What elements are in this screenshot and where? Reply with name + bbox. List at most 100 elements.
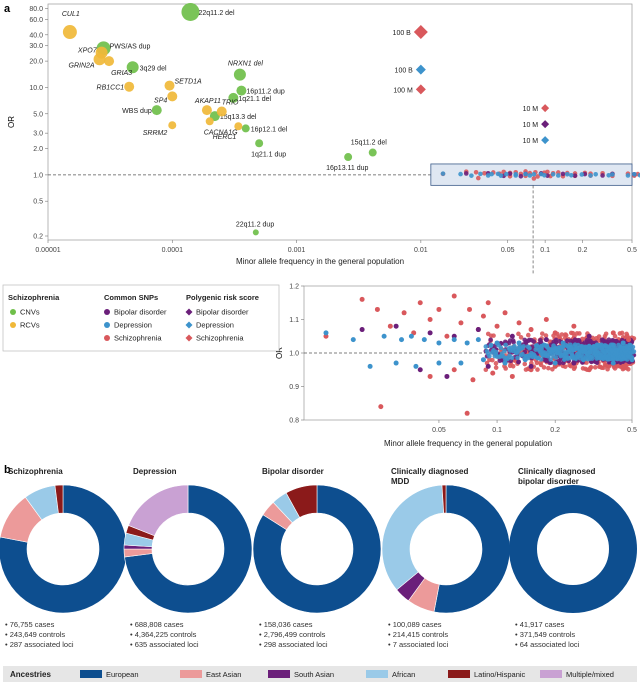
inset-snp-point xyxy=(458,360,464,366)
prs-point xyxy=(415,64,426,75)
inset-snp-point xyxy=(421,337,427,343)
common-snp-point xyxy=(482,170,487,176)
common-snp-bulk-point xyxy=(505,332,511,338)
inset-snp-point xyxy=(571,323,577,329)
plot-frame xyxy=(47,3,633,241)
y-tick-label: 10.0 xyxy=(29,85,43,92)
x-tick-label: 0.05 xyxy=(501,247,515,254)
donut-stat: • 371,549 controls xyxy=(515,630,575,639)
inset-snp-point xyxy=(413,363,419,369)
inset-snp-point xyxy=(464,410,470,416)
common-snp-point xyxy=(572,173,578,178)
cnv-point xyxy=(181,2,200,21)
common-snp-bulk-point xyxy=(538,338,543,343)
common-snp-bulk-point xyxy=(630,344,636,350)
rcv-point xyxy=(164,80,175,91)
inset-snp-point xyxy=(620,363,626,369)
rcv-point xyxy=(201,105,212,116)
common-snp-point xyxy=(542,172,547,178)
inset-snp-point xyxy=(509,373,515,379)
prs-point xyxy=(413,25,428,40)
inset-snp-point xyxy=(444,333,450,339)
common-snp-bulk-point xyxy=(559,332,565,337)
point-label: 15q13.3 del xyxy=(220,114,257,121)
inset-snp-point xyxy=(502,360,508,366)
common-snp-bulk-point xyxy=(534,360,540,366)
common-snp-point xyxy=(463,171,469,176)
common-snp-bulk-point xyxy=(625,366,631,372)
legend-group-title: Schizophrenia xyxy=(8,293,60,302)
donut-stat: • 688,808 cases xyxy=(130,620,184,629)
common-snp-point xyxy=(610,172,615,177)
common-snp-bulk-point xyxy=(553,337,559,343)
x-axis-title: Minor allele frequency in the general po… xyxy=(236,257,404,266)
common-snp-bulk-point xyxy=(510,364,516,369)
inset-snp-point xyxy=(485,300,491,306)
inset-snp-point xyxy=(494,323,500,329)
inset-snp-point xyxy=(417,300,423,306)
prs-point xyxy=(541,104,550,113)
common-snp-point xyxy=(440,171,446,176)
common-snp-bulk-point xyxy=(543,333,549,338)
common-snp-bulk-point xyxy=(606,337,612,343)
common-snp-bulk-point xyxy=(487,353,492,359)
legend-item-label: RCVs xyxy=(20,321,40,330)
common-snp-point xyxy=(458,171,463,177)
inset-snp-point xyxy=(427,330,433,336)
y-tick-label: 0.5 xyxy=(33,199,43,206)
point-label: AKAP11 xyxy=(194,98,221,105)
legend-item-label: CNVs xyxy=(20,308,40,317)
common-snp-bulk-point xyxy=(568,330,574,336)
donut-title: MDD xyxy=(391,477,409,486)
common-snp-bulk-point xyxy=(576,337,582,343)
common-snp-bulk-point xyxy=(525,344,531,350)
ancestry-legend: Ancestries European East Asian South Asian A… xyxy=(3,666,637,682)
cnv-point xyxy=(252,229,259,236)
common-snp-point xyxy=(531,171,537,177)
y-tick-label: 2.0 xyxy=(33,146,43,153)
common-snp-bulk-point xyxy=(624,333,630,339)
legend-marker xyxy=(104,335,110,341)
inset-snp-point xyxy=(374,306,380,312)
inset-snp-point xyxy=(480,357,486,363)
common-snp-bulk-point xyxy=(592,365,598,370)
inset-snp-point xyxy=(543,337,549,343)
legend-marker xyxy=(185,334,193,342)
common-snp-bulk-point xyxy=(532,353,537,358)
point-label: 1q21.1 del xyxy=(238,96,271,103)
inset-snp-point xyxy=(417,367,423,373)
legend-item-label: Bipolar disorder xyxy=(196,308,249,317)
rcv-point xyxy=(234,122,243,131)
inset-snp-point xyxy=(458,320,464,326)
prs-label: 100 B xyxy=(395,68,414,75)
prs-label: 10 M xyxy=(523,106,539,113)
main-scatter-chart: 0.2 0.5 1.0 2.0 3.0 5.0 10.0 20.0 30.0 40.0 60.0 80… xyxy=(7,2,640,275)
donut-slice xyxy=(441,484,447,514)
common-snp-bulk-point xyxy=(533,347,538,352)
donut-title: bipolar disorder xyxy=(518,477,579,486)
cnv-point xyxy=(236,85,247,96)
common-snp-bulk-point xyxy=(521,343,526,349)
common-snp-point xyxy=(568,172,574,178)
y-tick-label: 80.0 xyxy=(29,6,43,13)
common-snp-point xyxy=(606,172,612,178)
ancestry-swatch xyxy=(448,670,470,678)
inset-y-axis-title: OR xyxy=(275,347,284,359)
inset-snp-point xyxy=(543,317,549,322)
inset-snp-point xyxy=(475,337,481,343)
donut-stat: • 635 associated loci xyxy=(130,640,199,649)
common-snp-bulk-point xyxy=(619,330,625,336)
rcv-point xyxy=(167,91,178,102)
point-label: 16p12.1 del xyxy=(251,126,288,133)
common-snp-bulk-point xyxy=(493,365,499,370)
legend-marker xyxy=(10,322,16,328)
common-snp-point xyxy=(478,171,483,177)
inset-snp-point xyxy=(436,306,442,312)
common-snp-bulk-point xyxy=(515,355,520,361)
common-snp-bulk-point xyxy=(563,364,568,369)
common-snp-bulk-point xyxy=(541,365,547,370)
inset-snp-point xyxy=(586,343,592,349)
donut-slice xyxy=(128,484,189,537)
inset-snp-point xyxy=(528,363,534,369)
inset-snp-point xyxy=(485,363,491,369)
